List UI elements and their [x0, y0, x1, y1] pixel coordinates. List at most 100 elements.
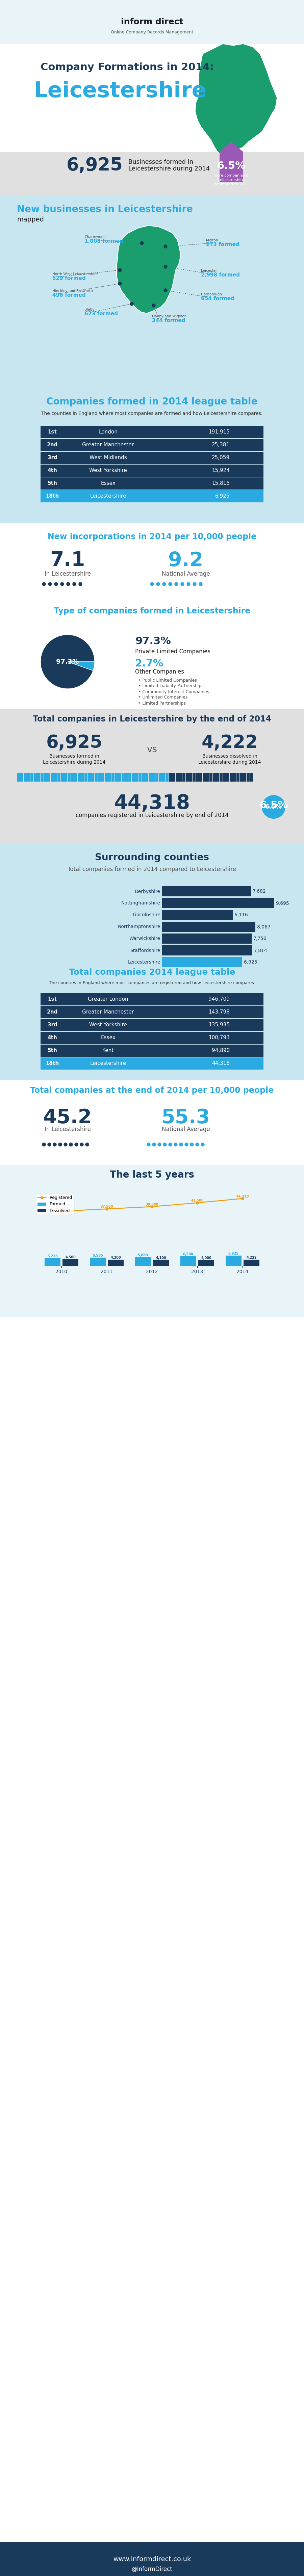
Bar [40, 773, 43, 781]
Bar [51, 773, 54, 781]
Registered [60, 1195, 63, 1226]
Bar [165, 773, 168, 781]
Text: • Unlimited Companies: • Unlimited Companies [139, 696, 188, 701]
Bar [40, 1033, 264, 1043]
Circle shape [118, 281, 122, 286]
Circle shape [53, 1144, 57, 1146]
Text: 5th: 5th [47, 1048, 57, 1054]
Text: 44,318: 44,318 [212, 1061, 230, 1066]
Text: 273 formed: 273 formed [206, 242, 240, 247]
Text: Leicestershire: Leicestershire [218, 178, 244, 183]
Text: Total companies at the end of 2014 per 10,000 people: Total companies at the end of 2014 per 1… [30, 1087, 274, 1095]
Text: 143,798: 143,798 [209, 1010, 230, 1015]
Text: West Midlands: West Midlands [89, 456, 127, 461]
Text: inform direct: inform direct [121, 18, 183, 26]
Bar [37, 773, 40, 781]
Bar [98, 773, 101, 781]
Bar [250, 773, 253, 781]
Text: Total companies in Leicestershire by the end of 2014: Total companies in Leicestershire by the… [33, 716, 271, 724]
Text: 6,500: 6,500 [183, 1252, 193, 1257]
Bar [182, 773, 185, 781]
Bar [0, 196, 304, 389]
Text: Businesses dissolved in: Businesses dissolved in [202, 755, 257, 757]
Bar [162, 773, 165, 781]
Text: Leicestershire: Leicestershire [90, 1061, 126, 1066]
Text: companies registered in Leicestershire by end of 2014: companies registered in Leicestershire b… [75, 811, 229, 819]
Text: 4,100: 4,100 [156, 1257, 166, 1260]
Circle shape [156, 582, 160, 585]
Circle shape [163, 1144, 167, 1146]
Bar [40, 489, 264, 502]
Text: 37,500: 37,500 [100, 1206, 113, 1208]
Bar [115, 773, 118, 781]
Registered [195, 1188, 199, 1218]
Bar [162, 909, 233, 920]
Circle shape [147, 1144, 150, 1146]
Circle shape [60, 582, 64, 585]
Bar [40, 464, 264, 477]
Bar [20, 773, 23, 781]
Bar [0, 708, 304, 845]
Text: 496 formed: 496 formed [52, 294, 86, 299]
Text: West Yorkshire: West Yorkshire [89, 469, 127, 474]
Text: 344 formed: 344 formed [152, 317, 185, 322]
Bar [153, 1260, 169, 1265]
Bar [0, 2543, 304, 2576]
Bar [226, 773, 229, 781]
Text: The last 5 years: The last 5 years [110, 1170, 194, 1180]
Bar [67, 773, 71, 781]
Text: Total companies formed in 2014 compared to Leicestershire: Total companies formed in 2014 compared … [68, 866, 236, 873]
Circle shape [185, 1144, 188, 1146]
Bar [85, 773, 88, 781]
Bar [247, 773, 250, 781]
Text: Greater Manchester: Greater Manchester [82, 443, 134, 448]
Bar [105, 773, 108, 781]
Line: Registered: Registered [60, 1198, 244, 1213]
Bar [0, 1164, 304, 1316]
Bar [40, 425, 264, 438]
Bar [0, 0, 304, 44]
Bar [122, 773, 125, 781]
Text: West Yorkshire: West Yorkshire [89, 1023, 127, 1028]
Circle shape [201, 1144, 204, 1146]
Text: The counties in England where most companies are registered and how Leicestershi: The counties in England where most compa… [49, 981, 255, 987]
Text: Leicestershire during 2014: Leicestershire during 2014 [199, 760, 261, 765]
Circle shape [195, 1144, 199, 1146]
Text: Greater London: Greater London [88, 997, 128, 1002]
Text: Companies formed in 2014 league table: Companies formed in 2014 league table [47, 397, 257, 407]
Circle shape [152, 1144, 156, 1146]
Text: Lincolnshire: Lincolnshire [133, 912, 161, 917]
Text: 2nd: 2nd [47, 1010, 58, 1015]
Text: • Limited Liability Partnerships: • Limited Liability Partnerships [139, 683, 204, 688]
Text: Charmwood: Charmwood [85, 234, 105, 240]
Text: 97.3%: 97.3% [56, 659, 79, 665]
Bar [71, 773, 74, 781]
Circle shape [179, 1144, 183, 1146]
Text: Hinckley and Bosworth: Hinckley and Bosworth [52, 289, 93, 294]
Circle shape [168, 582, 172, 585]
Bar [192, 773, 195, 781]
Bar [40, 451, 264, 464]
Bar [162, 899, 274, 909]
Text: 5th: 5th [47, 482, 57, 487]
Circle shape [75, 1144, 78, 1146]
Text: 6,925: 6,925 [66, 157, 123, 175]
Circle shape [199, 582, 202, 585]
Text: 6,925: 6,925 [46, 734, 102, 752]
Bar [216, 773, 219, 781]
Text: 9,695: 9,695 [276, 902, 289, 907]
Text: 946,709: 946,709 [209, 997, 230, 1002]
Bar [40, 438, 264, 451]
Text: 4th: 4th [47, 469, 57, 474]
Text: 6,116: 6,116 [234, 912, 248, 917]
Text: 5,228: 5,228 [47, 1255, 58, 1257]
Bar [0, 845, 304, 1079]
Text: 45.2: 45.2 [43, 1108, 92, 1128]
Bar [237, 773, 240, 781]
Bar [186, 773, 189, 781]
Text: 100,793: 100,793 [209, 1036, 230, 1041]
Text: vs: vs [147, 744, 157, 755]
Polygon shape [116, 227, 181, 314]
Text: 1,008 formed: 1,008 formed [85, 240, 123, 245]
Text: 1st: 1st [48, 430, 57, 435]
